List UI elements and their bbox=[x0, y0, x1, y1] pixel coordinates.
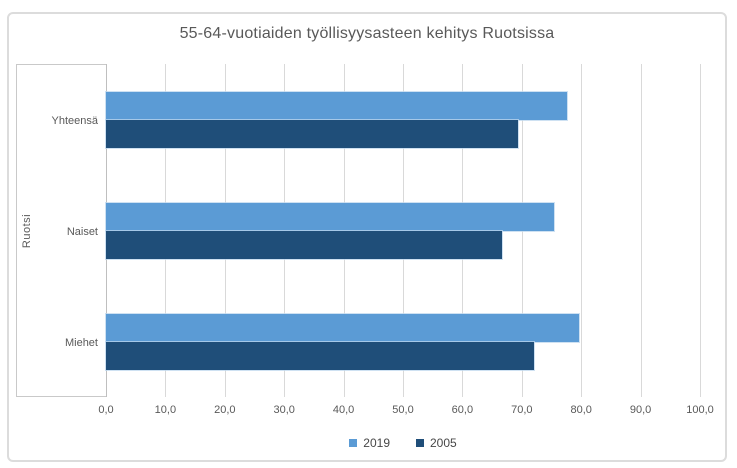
x-tick-label: 10,0 bbox=[154, 404, 177, 416]
category-label-miehet: Miehet bbox=[64, 336, 98, 349]
chart-title: 55-64-vuotiaiden työllisyysasteen kehity… bbox=[179, 25, 555, 42]
gridline bbox=[521, 64, 523, 397]
plot-area bbox=[106, 64, 701, 397]
category-axis-box: Ruotsi Yhteensä Naiset Miehet bbox=[16, 64, 106, 397]
legend-marker-2019 bbox=[349, 439, 358, 447]
legend: 2019 2005 bbox=[106, 435, 700, 451]
gridline bbox=[640, 64, 642, 397]
x-tick-label: 100,0 bbox=[686, 404, 714, 416]
x-tick-label: 50,0 bbox=[392, 404, 414, 416]
bar-2019-naiset bbox=[106, 202, 554, 231]
bar-2019-miehet bbox=[106, 313, 580, 342]
category-label-naiset: Naiset bbox=[66, 225, 98, 238]
bar-group-yhteensä bbox=[106, 64, 700, 175]
chart-frame: 55-64-vuotiaiden työllisyysasteen kehity… bbox=[7, 12, 727, 462]
bar-2019-yhteensä bbox=[106, 91, 567, 120]
legend-label-2005: 2005 bbox=[430, 436, 457, 450]
x-tick-label: 60,0 bbox=[451, 404, 474, 416]
x-axis-tick-labels: 0,0 10,0 20,0 30,0 40,0 50,0 60,0 70,0 80,0 90,0 1… bbox=[98, 404, 713, 418]
legend-item-2005: 2005 bbox=[416, 436, 457, 450]
bar-2005-miehet bbox=[106, 341, 535, 370]
bar-group-naiset bbox=[106, 175, 700, 286]
gridline bbox=[700, 64, 701, 397]
bar-2005-naiset bbox=[106, 230, 502, 259]
legend-label-2019: 2019 bbox=[363, 436, 390, 450]
legend-item-2019: 2019 bbox=[349, 436, 390, 450]
bar-group-miehet bbox=[106, 286, 700, 397]
bar-rows bbox=[106, 64, 700, 397]
x-tick-label: 0,0 bbox=[98, 404, 114, 416]
x-tick-label: 70,0 bbox=[511, 404, 533, 416]
legend-marker-2005 bbox=[416, 439, 424, 447]
category-labels: Yhteensä Naiset Miehet bbox=[17, 65, 106, 396]
x-tick-label: 90,0 bbox=[629, 404, 652, 416]
x-tick-label: 80,0 bbox=[570, 404, 592, 416]
bar-2005-yhteensä bbox=[106, 119, 518, 148]
category-label-yhteensä: Yhteensä bbox=[51, 114, 98, 127]
x-tick-label: 30,0 bbox=[273, 404, 295, 416]
gridline bbox=[581, 64, 583, 397]
x-tick-label: 20,0 bbox=[214, 404, 236, 416]
x-tick-label: 40,0 bbox=[332, 404, 355, 416]
